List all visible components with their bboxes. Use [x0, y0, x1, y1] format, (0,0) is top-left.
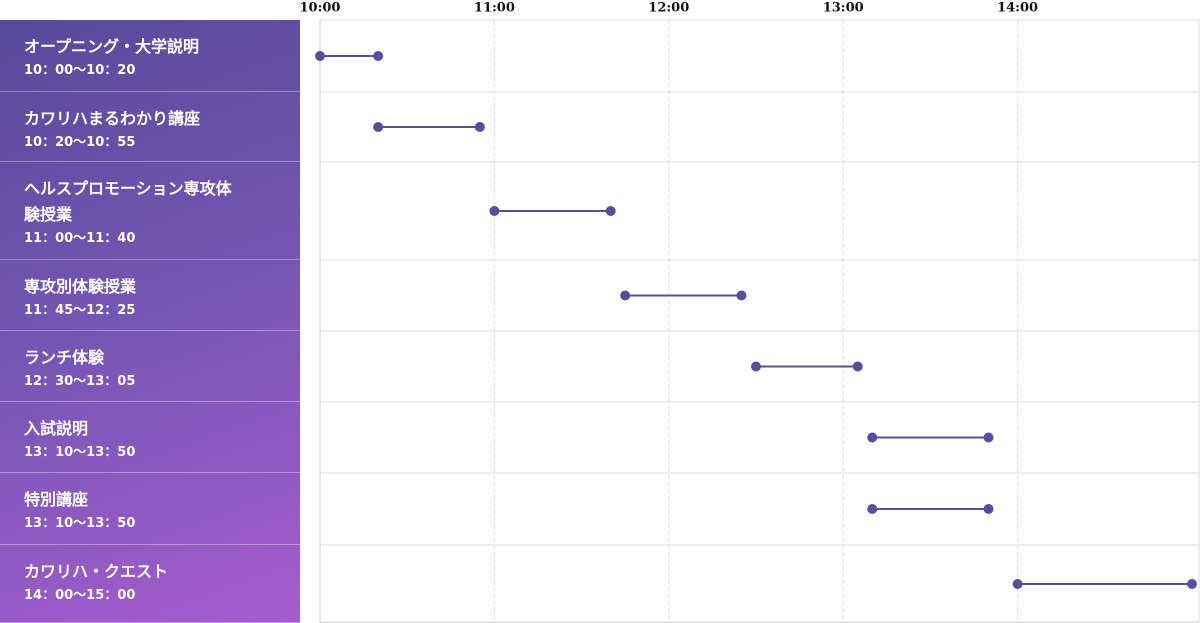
start-dot	[867, 432, 878, 443]
start-dot	[1012, 579, 1023, 589]
session-name: ランチ体験	[24, 348, 105, 367]
end-dot	[983, 504, 994, 514]
x-tick-label: 13:00	[823, 1, 864, 16]
start-dot	[489, 206, 500, 216]
end-dot	[736, 290, 747, 301]
session-name: オープニング・大学説明	[24, 37, 200, 56]
start-dot	[315, 51, 325, 61]
row-label: 専攻別体験授業 11：45〜12：25	[0, 260, 300, 331]
end-dot	[373, 51, 384, 61]
session-name: カワリハ・クエスト	[24, 562, 169, 581]
x-tick-label: 12:00	[648, 1, 689, 16]
session-name: カワリハまるわかり講座	[24, 109, 201, 128]
session-name: 入試説明	[24, 419, 89, 438]
plot-area	[319, 19, 1200, 623]
session-name: 専攻別体験授業	[24, 277, 137, 296]
x-tick-label: 10:00	[300, 1, 341, 16]
start-dot	[751, 361, 761, 372]
row-label: オープニング・大学説明 10：00〜10：20	[0, 20, 300, 92]
end-dot	[605, 206, 616, 216]
row-label: ランチ体験 12：30〜13：05	[0, 331, 300, 402]
session-name: 特別講座	[24, 490, 89, 509]
row-label: ヘルスプロモーション専攻体験授業 11：00〜11：40	[0, 162, 300, 260]
session-time: 11：00〜11：40	[24, 231, 136, 246]
end-dot	[852, 361, 863, 372]
end-dot	[1187, 579, 1197, 589]
row-label: 入試説明 13：10〜13：50	[0, 402, 300, 473]
session-time: 13：10〜13：50	[24, 516, 136, 531]
x-tick-label: 14:00	[997, 1, 1038, 16]
label-panel: オープニング・大学説明 10：00〜10：20 カワリハまるわかり講座 10：20〜1…	[0, 20, 300, 623]
start-dot	[373, 122, 384, 132]
session-name: ヘルスプロモーション専攻体験授業	[24, 179, 232, 224]
row-label: 特別講座 13：10〜13：50	[0, 473, 300, 545]
start-dot	[620, 290, 631, 301]
session-time: 11：45〜12：25	[24, 303, 136, 318]
end-dot	[983, 432, 994, 443]
session-time: 10：00〜10：20	[24, 63, 136, 78]
session-time: 14：00〜15：00	[24, 588, 136, 603]
session-time: 12：30〜13：05	[24, 374, 136, 389]
end-dot	[474, 122, 485, 132]
start-dot	[867, 504, 878, 514]
session-time: 10：20〜10：55	[24, 135, 136, 150]
row-label: カワリハまるわかり講座 10：20〜10：55	[0, 92, 300, 162]
x-tick-label: 11:00	[474, 1, 515, 16]
session-time: 13：10〜13：50	[24, 445, 136, 460]
